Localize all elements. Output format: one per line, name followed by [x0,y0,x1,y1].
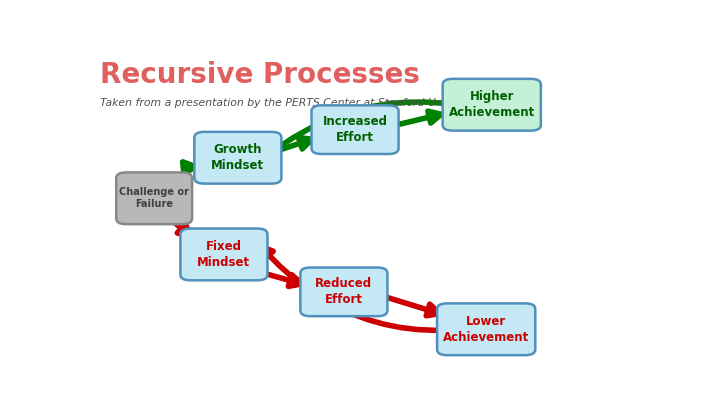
Text: Growth
Mindset: Growth Mindset [211,143,264,172]
Text: Lower
Achievement: Lower Achievement [443,315,529,344]
FancyBboxPatch shape [437,303,535,355]
FancyBboxPatch shape [300,268,387,316]
FancyBboxPatch shape [312,105,399,154]
Text: Recursive Processes: Recursive Processes [100,61,420,89]
FancyBboxPatch shape [443,79,541,131]
Text: Fixed
Mindset: Fixed Mindset [197,240,251,269]
FancyBboxPatch shape [194,132,282,183]
FancyBboxPatch shape [116,173,192,224]
Text: Reduced
Effort: Reduced Effort [315,277,372,306]
FancyBboxPatch shape [181,228,267,280]
Text: Increased
Effort: Increased Effort [323,115,387,144]
Text: Taken from a presentation by the PERTS Center at Stanford University: Taken from a presentation by the PERTS C… [100,98,482,109]
Text: Challenge or
Failure: Challenge or Failure [120,187,189,209]
Text: Higher
Achievement: Higher Achievement [449,90,535,119]
